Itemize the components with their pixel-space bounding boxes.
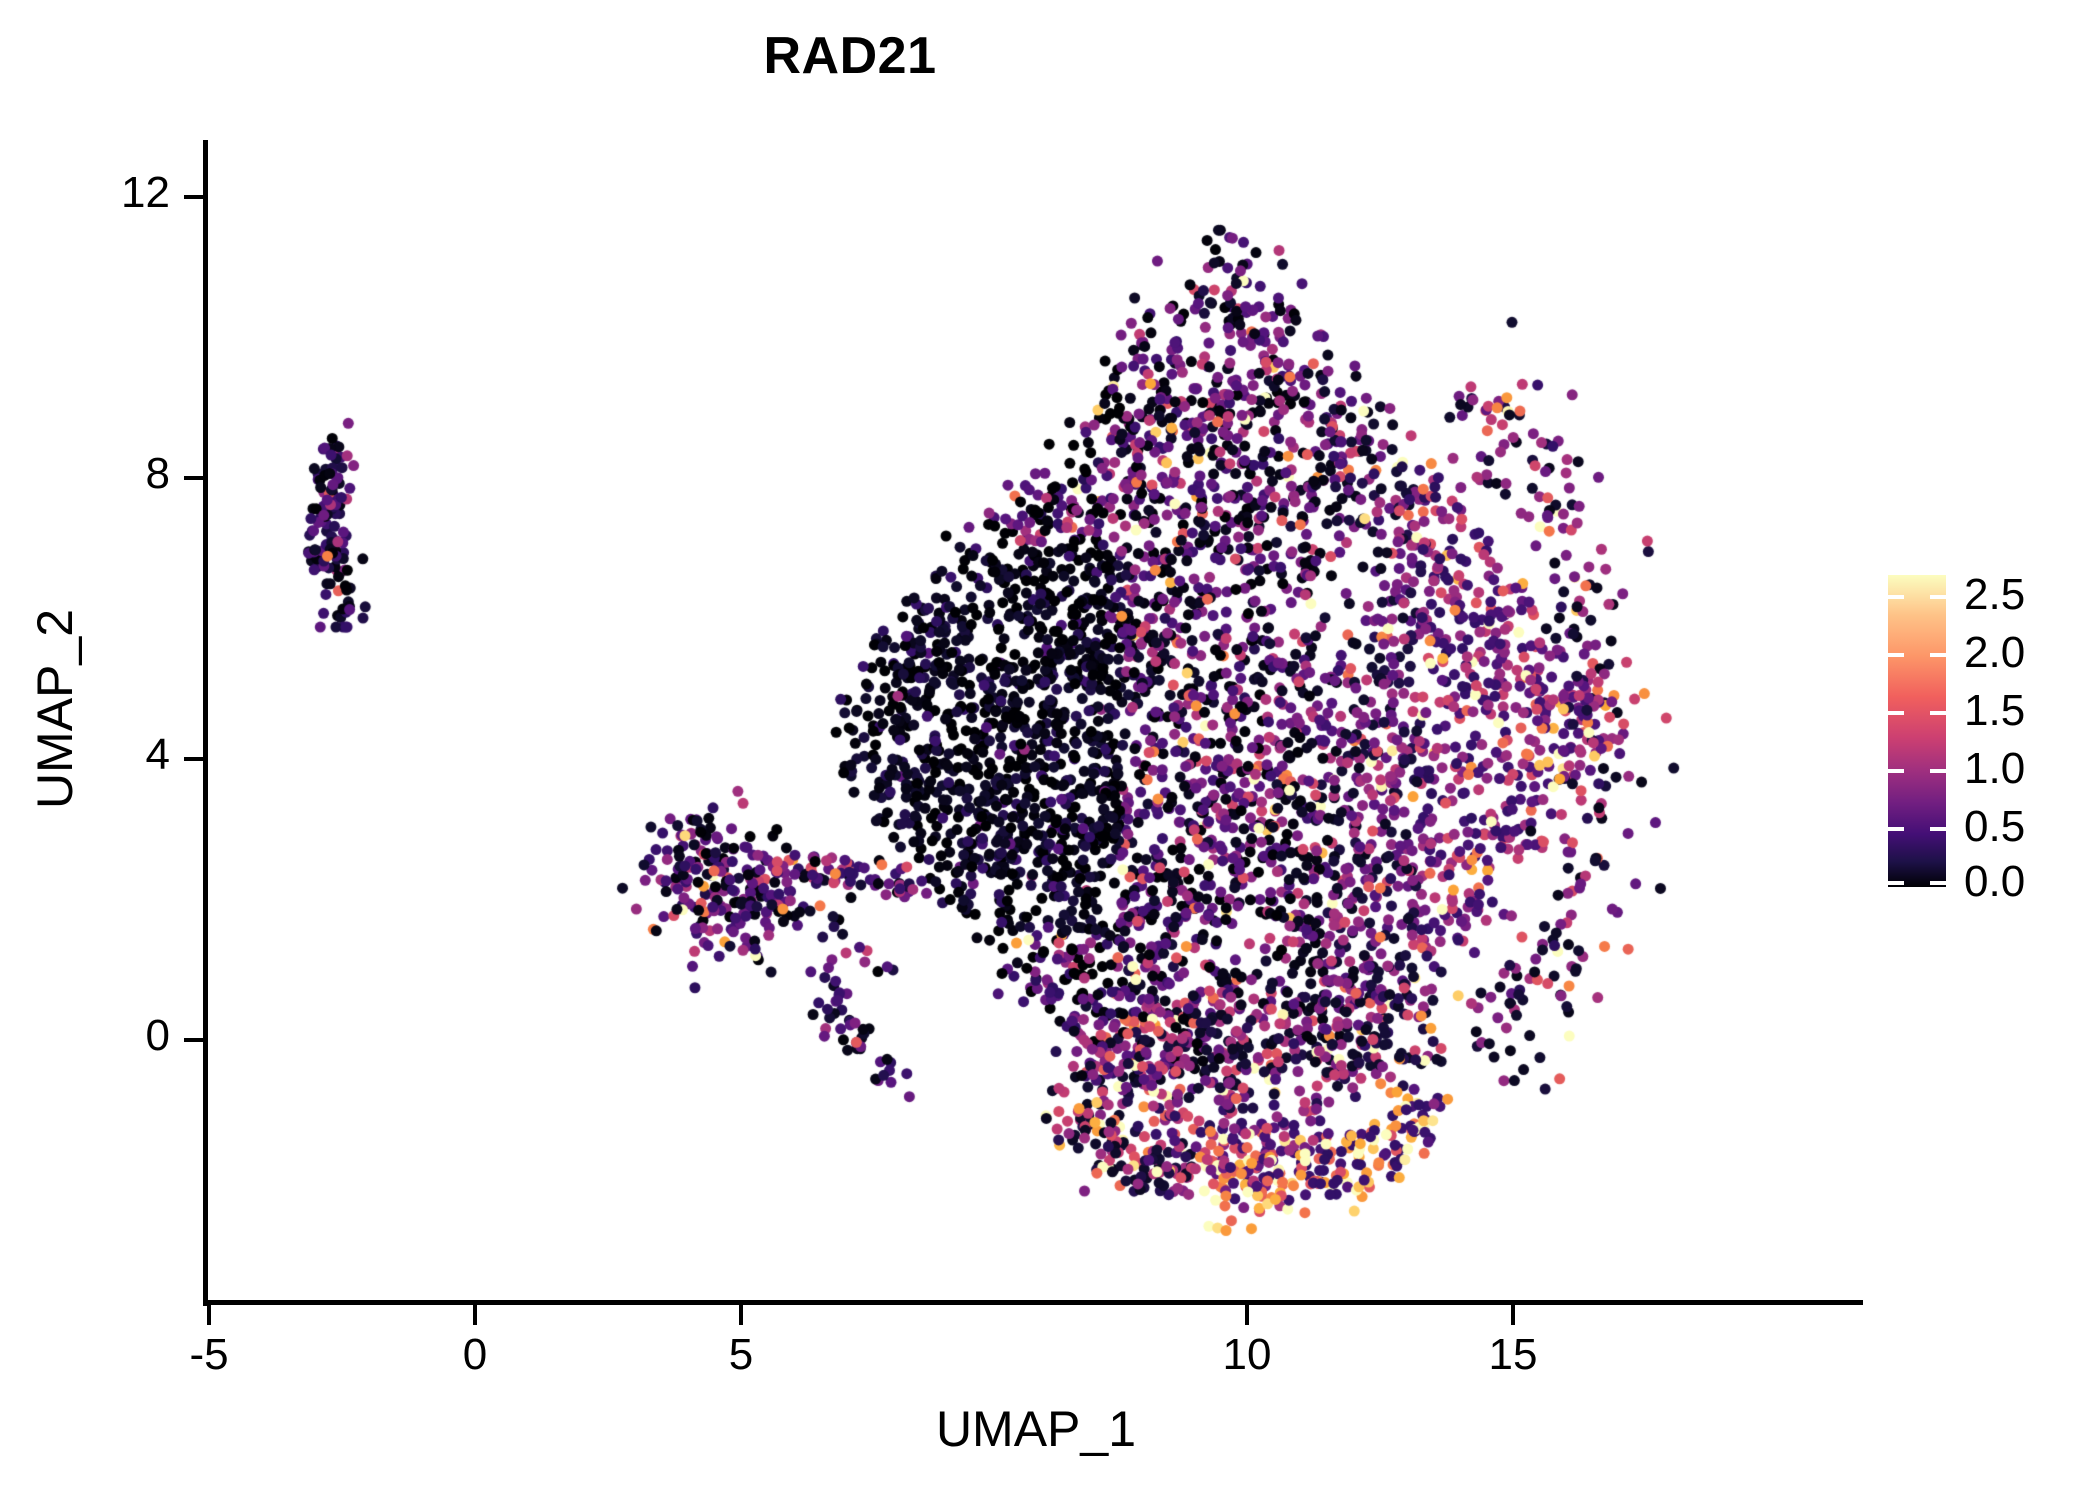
x-tick-mark bbox=[473, 1305, 477, 1325]
colorbar-tick-label: 0.0 bbox=[1964, 857, 2026, 906]
colorbar-tick bbox=[1930, 653, 1946, 657]
y-axis-title: UMAP_2 bbox=[27, 608, 83, 810]
x-tick-label: 15 bbox=[1488, 1330, 1538, 1379]
x-tick-label: 0 bbox=[462, 1330, 488, 1379]
x-tick-mark bbox=[207, 1305, 211, 1325]
y-tick-mark bbox=[184, 757, 204, 761]
y-tick-mark bbox=[184, 195, 204, 199]
x-tick-label: 10 bbox=[1222, 1330, 1272, 1379]
x-axis-title: UMAP_1 bbox=[935, 1401, 1137, 1457]
scatter-points-canvas bbox=[206, 140, 1866, 1303]
x-tick-mark bbox=[1511, 1305, 1515, 1325]
colorbar-tick bbox=[1930, 711, 1946, 715]
colorbar-tick bbox=[1888, 711, 1904, 715]
colorbar-tick bbox=[1930, 595, 1946, 599]
colorbar-tick bbox=[1888, 827, 1904, 831]
x-tick-label: 5 bbox=[728, 1330, 754, 1379]
x-tick-mark bbox=[739, 1305, 743, 1325]
x-tick-mark bbox=[1245, 1305, 1249, 1325]
colorbar-tick-label: 1.5 bbox=[1964, 686, 2026, 735]
colorbar-gradient bbox=[1888, 575, 1946, 887]
y-tick-label: 12 bbox=[121, 168, 170, 217]
colorbar-tick-label: 0.5 bbox=[1964, 802, 2026, 851]
scatter-plot-panel bbox=[206, 140, 1866, 1303]
colorbar-tick-label: 1.0 bbox=[1964, 744, 2026, 793]
x-tick-label: -5 bbox=[189, 1330, 229, 1379]
colorbar-tick bbox=[1930, 827, 1946, 831]
colorbar-tick-label: 2.5 bbox=[1964, 570, 2026, 619]
colorbar-tick-label: 2.0 bbox=[1964, 628, 2026, 677]
y-tick-mark bbox=[184, 476, 204, 480]
colorbar-tick bbox=[1888, 595, 1904, 599]
y-tick-label: 8 bbox=[145, 449, 170, 498]
y-tick-label: 0 bbox=[145, 1011, 170, 1060]
page-title: RAD21 bbox=[763, 27, 937, 85]
y-tick-mark bbox=[184, 1038, 204, 1042]
colorbar-tick bbox=[1930, 769, 1946, 773]
colorbar-tick bbox=[1888, 653, 1904, 657]
y-tick-label: 4 bbox=[145, 730, 170, 779]
colorbar-tick bbox=[1888, 881, 1904, 885]
colorbar-tick bbox=[1930, 881, 1946, 885]
y-axis-line bbox=[203, 140, 208, 1306]
colorbar-legend: 2.5 2.0 1.5 1.0 0.5 0.0 bbox=[1888, 570, 2068, 906]
x-axis-line bbox=[203, 1300, 1863, 1305]
colorbar-tick bbox=[1888, 769, 1904, 773]
